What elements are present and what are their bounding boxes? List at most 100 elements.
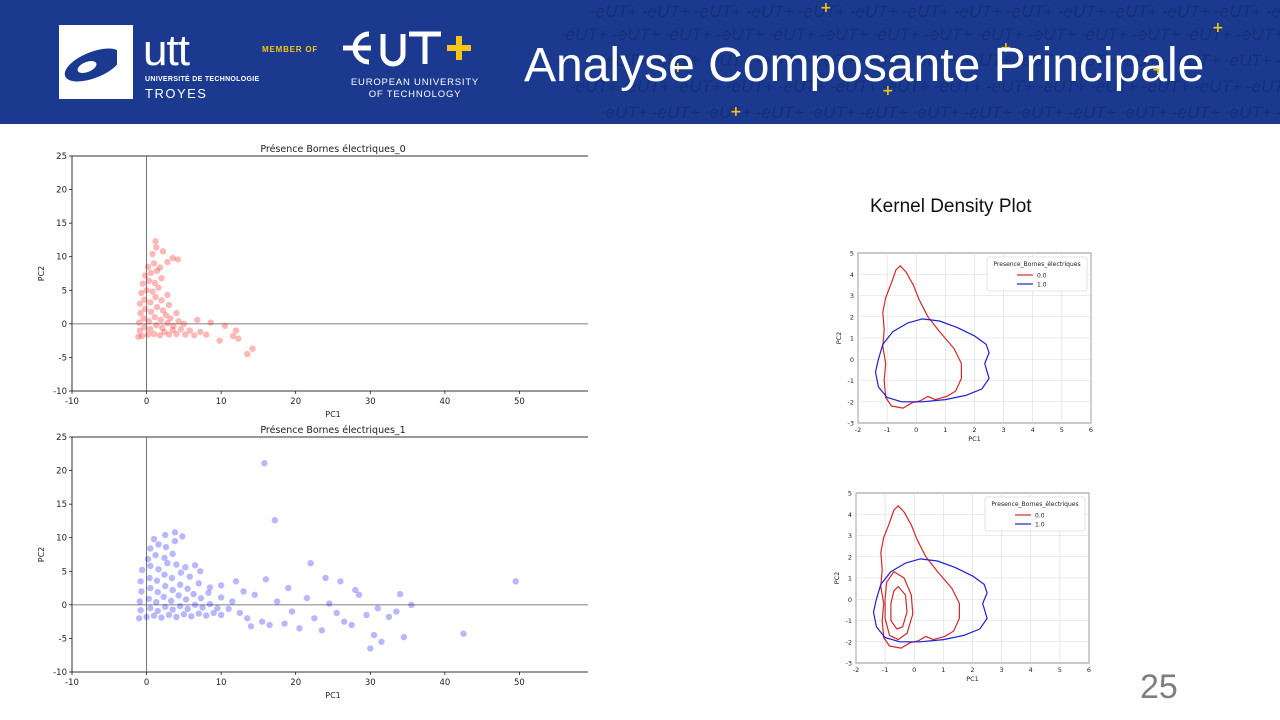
pattern-text: -eUT+ [746,2,794,21]
data-point [138,588,145,595]
x-tick-label: 10 [216,678,227,688]
data-point [244,350,251,358]
pattern-text: -eUT+ [756,51,804,70]
data-point [138,289,145,297]
data-point [164,291,171,299]
legend-title: Presence_Bornes_électriques [993,261,1080,268]
plus-icon: + [672,60,684,76]
plot-frame [71,155,588,392]
pattern-text: -eUT+ [600,103,648,122]
pattern-text: -eUT+ [850,2,898,21]
pattern-text: -eUT+ [600,51,648,70]
pattern-text: -eUT+ [1110,2,1158,21]
data-point [159,307,167,314]
data-point [177,569,185,576]
pattern-text: -eUT+ [1194,77,1242,96]
pattern-text: -eUT+ [860,51,908,70]
y-tick-label: -10 [53,387,67,397]
slide-title: Analyse Composante Principale [524,39,1205,92]
data-point [156,264,164,271]
pattern-text: -eUT+ [778,77,826,96]
data-point [352,586,359,594]
pattern-text: -eUT+ [1172,103,1220,122]
pattern-text: -eUT+ [642,2,690,21]
y-axis-label: PC2 [37,266,46,282]
x-tick-label: -1 [884,426,890,434]
y-axis-label: PC2 [833,572,841,585]
data-point [197,594,205,602]
data-point [203,331,210,338]
y-tick-label: 0 [848,596,852,604]
data-point [203,612,210,619]
y-tick-label: 0 [62,320,67,330]
y-tick-label: 0 [62,601,67,611]
scatter-plot-class-1: Présence Bornes électriques_1 -10 0 10 20 30 4… [37,425,588,700]
data-point [145,317,153,325]
data-point [152,551,159,559]
pattern-text: -eUT+ [664,25,712,44]
x-tick-label: 0 [144,678,149,688]
data-point [217,594,225,601]
x-tick-label: 1 [943,426,947,434]
data-point [225,605,232,613]
x-tick-label: 1 [941,666,945,674]
kde-contour-line [872,558,988,643]
x-tick-label: 5 [1060,426,1064,434]
x-tick-label: 4 [1029,666,1033,674]
x-tick-label: 10 [216,397,227,407]
y-tick-label: 5 [850,250,854,258]
y-tick-label: -5 [59,634,67,644]
pattern-text: -eUT+ [716,25,764,44]
y-axis-label: PC2 [37,547,46,563]
data-point [258,618,266,625]
plot-title: Présence Bornes électriques_1 [260,425,405,436]
data-point [152,293,159,301]
data-point [176,603,184,610]
y-tick-label: -3 [846,660,852,668]
data-point [460,630,467,637]
pattern-text: -eUT+ [964,51,1012,70]
pattern-text: -eUT+ [808,103,856,122]
data-point [169,586,176,594]
member-of-label: MEMBER OF [262,45,319,54]
y-tick-label: 10 [56,253,67,263]
data-point [385,613,393,621]
data-point [143,287,150,294]
data-point [396,590,404,598]
kde-contour-line [882,265,962,409]
y-tick-label: 20 [56,186,67,196]
data-point [296,625,303,632]
data-point [195,580,202,587]
data-point [191,562,199,569]
data-point [240,588,247,595]
plus-icon: + [820,0,832,16]
pattern-text: -eUT+ [704,103,752,122]
data-point [174,256,182,263]
x-tick-label: 50 [514,397,525,407]
data-point [171,529,179,536]
y-tick-label: 1 [850,335,854,343]
x-tick-label: 3 [1002,426,1006,434]
data-point [144,263,152,270]
data-point [169,326,176,334]
pattern-text: -eUT+ [1142,77,1190,96]
pattern-text: -eUT+ [1090,77,1138,96]
pattern-text: -eUT+ [1162,2,1210,21]
data-point [175,317,182,325]
data-point [247,623,255,630]
pattern-text: -eUT+ [560,25,608,44]
plot-frame [71,436,588,673]
data-point [182,564,189,571]
page-number: 25 [1140,668,1178,706]
pattern-text: -eUT+ [798,2,846,21]
data-point [154,588,161,596]
kde-contour-line [880,505,960,649]
data-point [333,609,340,617]
data-point [149,288,156,295]
data-point [165,331,173,338]
x-tick-label: 30 [365,678,376,688]
kde-plot-top: -2 -1 0 1 2 3 4 5 6-3-2-1012345PC1PC2Presence_Bo… [835,250,1093,444]
data-point [152,238,159,245]
data-point [144,556,152,563]
data-point [155,284,162,291]
